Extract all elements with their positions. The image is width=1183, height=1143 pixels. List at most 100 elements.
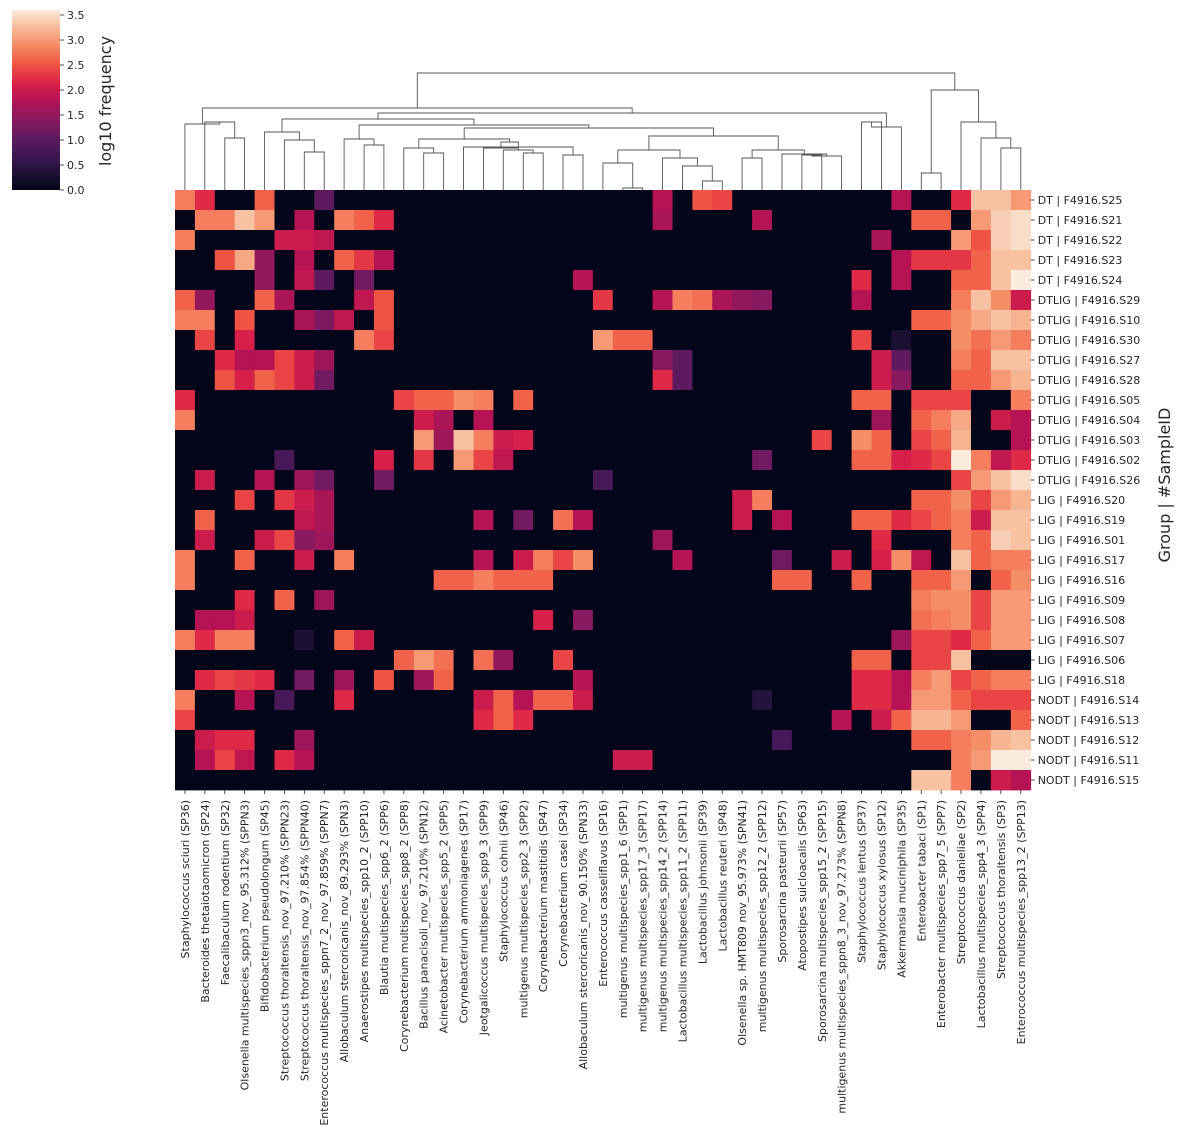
- heatmap-cell: [413, 190, 435, 211]
- heatmap-cell: [772, 330, 793, 351]
- heatmap-cell: [573, 190, 594, 211]
- heatmap-cell: [851, 770, 872, 791]
- heatmap-cell: [573, 730, 594, 751]
- heatmap-cell: [831, 470, 852, 491]
- heatmap-cell: [931, 270, 952, 291]
- heatmap-cell: [393, 370, 415, 391]
- heatmap-cell: [752, 230, 773, 251]
- heatmap-cell: [851, 430, 872, 451]
- heatmap-cell: [831, 630, 852, 651]
- heatmap-cell: [354, 610, 375, 631]
- heatmap-cell: [374, 730, 395, 751]
- heatmap-cell: [194, 310, 216, 331]
- heatmap-cell: [971, 690, 992, 711]
- heatmap-cell: [234, 390, 255, 411]
- heatmap-cell: [234, 370, 255, 391]
- heatmap-cell: [314, 310, 335, 331]
- heatmap-cell: [374, 250, 395, 271]
- column-label: Bacillus panacisoli_nov_97.210% (SPN12): [418, 800, 431, 1029]
- heatmap-cell: [592, 670, 614, 691]
- heatmap-cell: [911, 770, 932, 791]
- heatmap-cell: [692, 770, 713, 791]
- heatmap-cell: [990, 630, 1012, 651]
- heatmap-cell: [752, 590, 773, 611]
- heatmap-cell: [811, 530, 833, 551]
- heatmap-cell: [354, 690, 375, 711]
- heatmap-cell: [772, 410, 793, 431]
- heatmap-cell: [314, 250, 335, 271]
- heatmap-cell: [831, 730, 852, 751]
- colorbar-tick-label: 3.0: [67, 34, 85, 47]
- heatmap-cell: [851, 290, 872, 311]
- heatmap-cell: [234, 250, 255, 271]
- heatmap-cell: [1010, 730, 1032, 751]
- heatmap-cell: [493, 390, 514, 411]
- heatmap-cell: [194, 230, 216, 251]
- heatmap-cell: [692, 630, 713, 651]
- heatmap-cell: [393, 410, 415, 431]
- heatmap-cell: [413, 690, 435, 711]
- heatmap-cell: [831, 290, 852, 311]
- heatmap-cell: [851, 490, 872, 511]
- heatmap-cell: [413, 590, 435, 611]
- heatmap-cell: [652, 370, 673, 391]
- heatmap-cell: [871, 770, 892, 791]
- heatmap-cell: [533, 370, 554, 391]
- heatmap-cell: [752, 390, 773, 411]
- row-label: LIG | F4916.S16: [1038, 574, 1125, 587]
- heatmap-cell: [951, 670, 972, 691]
- heatmap-cell: [692, 350, 713, 371]
- heatmap-cell: [632, 650, 653, 671]
- heatmap-cell: [175, 230, 196, 251]
- heatmap-cell: [234, 410, 255, 431]
- heatmap-cell: [752, 210, 773, 231]
- heatmap-cell: [990, 330, 1012, 351]
- heatmap-cell: [990, 290, 1012, 311]
- heatmap-cell: [592, 310, 614, 331]
- heatmap-cell: [971, 550, 992, 571]
- heatmap-cell: [413, 250, 435, 271]
- heatmap-cell: [553, 450, 574, 471]
- heatmap-cell: [294, 630, 315, 651]
- heatmap-cell: [931, 410, 952, 431]
- heatmap-cell: [374, 610, 395, 631]
- heatmap-cell: [712, 230, 733, 251]
- heatmap-cell: [234, 450, 255, 471]
- heatmap-cell: [553, 330, 574, 351]
- heatmap-cell: [433, 690, 454, 711]
- heatmap-cell: [911, 190, 932, 211]
- heatmap-cell: [891, 490, 912, 511]
- heatmap-cell: [473, 730, 494, 751]
- heatmap-cell: [453, 430, 474, 451]
- heatmap-cell: [453, 750, 474, 771]
- heatmap-cell: [234, 290, 255, 311]
- heatmap-cell: [672, 210, 693, 231]
- heatmap-cell: [712, 510, 733, 531]
- heatmap-cell: [175, 190, 196, 211]
- dendrogram-link: [960, 121, 997, 190]
- heatmap-cell: [473, 770, 494, 791]
- column-label: Enterococcus casseliflavus (SP16): [597, 800, 610, 987]
- heatmap-cell: [791, 210, 813, 231]
- heatmap-cell: [652, 530, 673, 551]
- heatmap-cell: [931, 510, 952, 531]
- heatmap-cell: [632, 330, 653, 351]
- heatmap-cell: [294, 290, 315, 311]
- column-label: Streptococcus thoraltensis_nov_97.854% (…: [298, 800, 311, 1081]
- heatmap-cell: [652, 590, 673, 611]
- heatmap-cell: [493, 590, 514, 611]
- heatmap-cell: [772, 750, 793, 771]
- heatmap-cell: [612, 330, 634, 351]
- heatmap-cell: [911, 670, 932, 691]
- heatmap-cell: [314, 750, 335, 771]
- heatmap-cell: [374, 330, 395, 351]
- heatmap-cell: [791, 190, 813, 211]
- heatmap-cell: [433, 250, 454, 271]
- heatmap-cell: [712, 330, 733, 351]
- heatmap-cell: [831, 270, 852, 291]
- heatmap-cell: [911, 490, 932, 511]
- heatmap-cell: [951, 550, 972, 571]
- heatmap-cell: [294, 210, 315, 231]
- heatmap-cell: [533, 410, 554, 431]
- dendrogram-link: [184, 122, 221, 190]
